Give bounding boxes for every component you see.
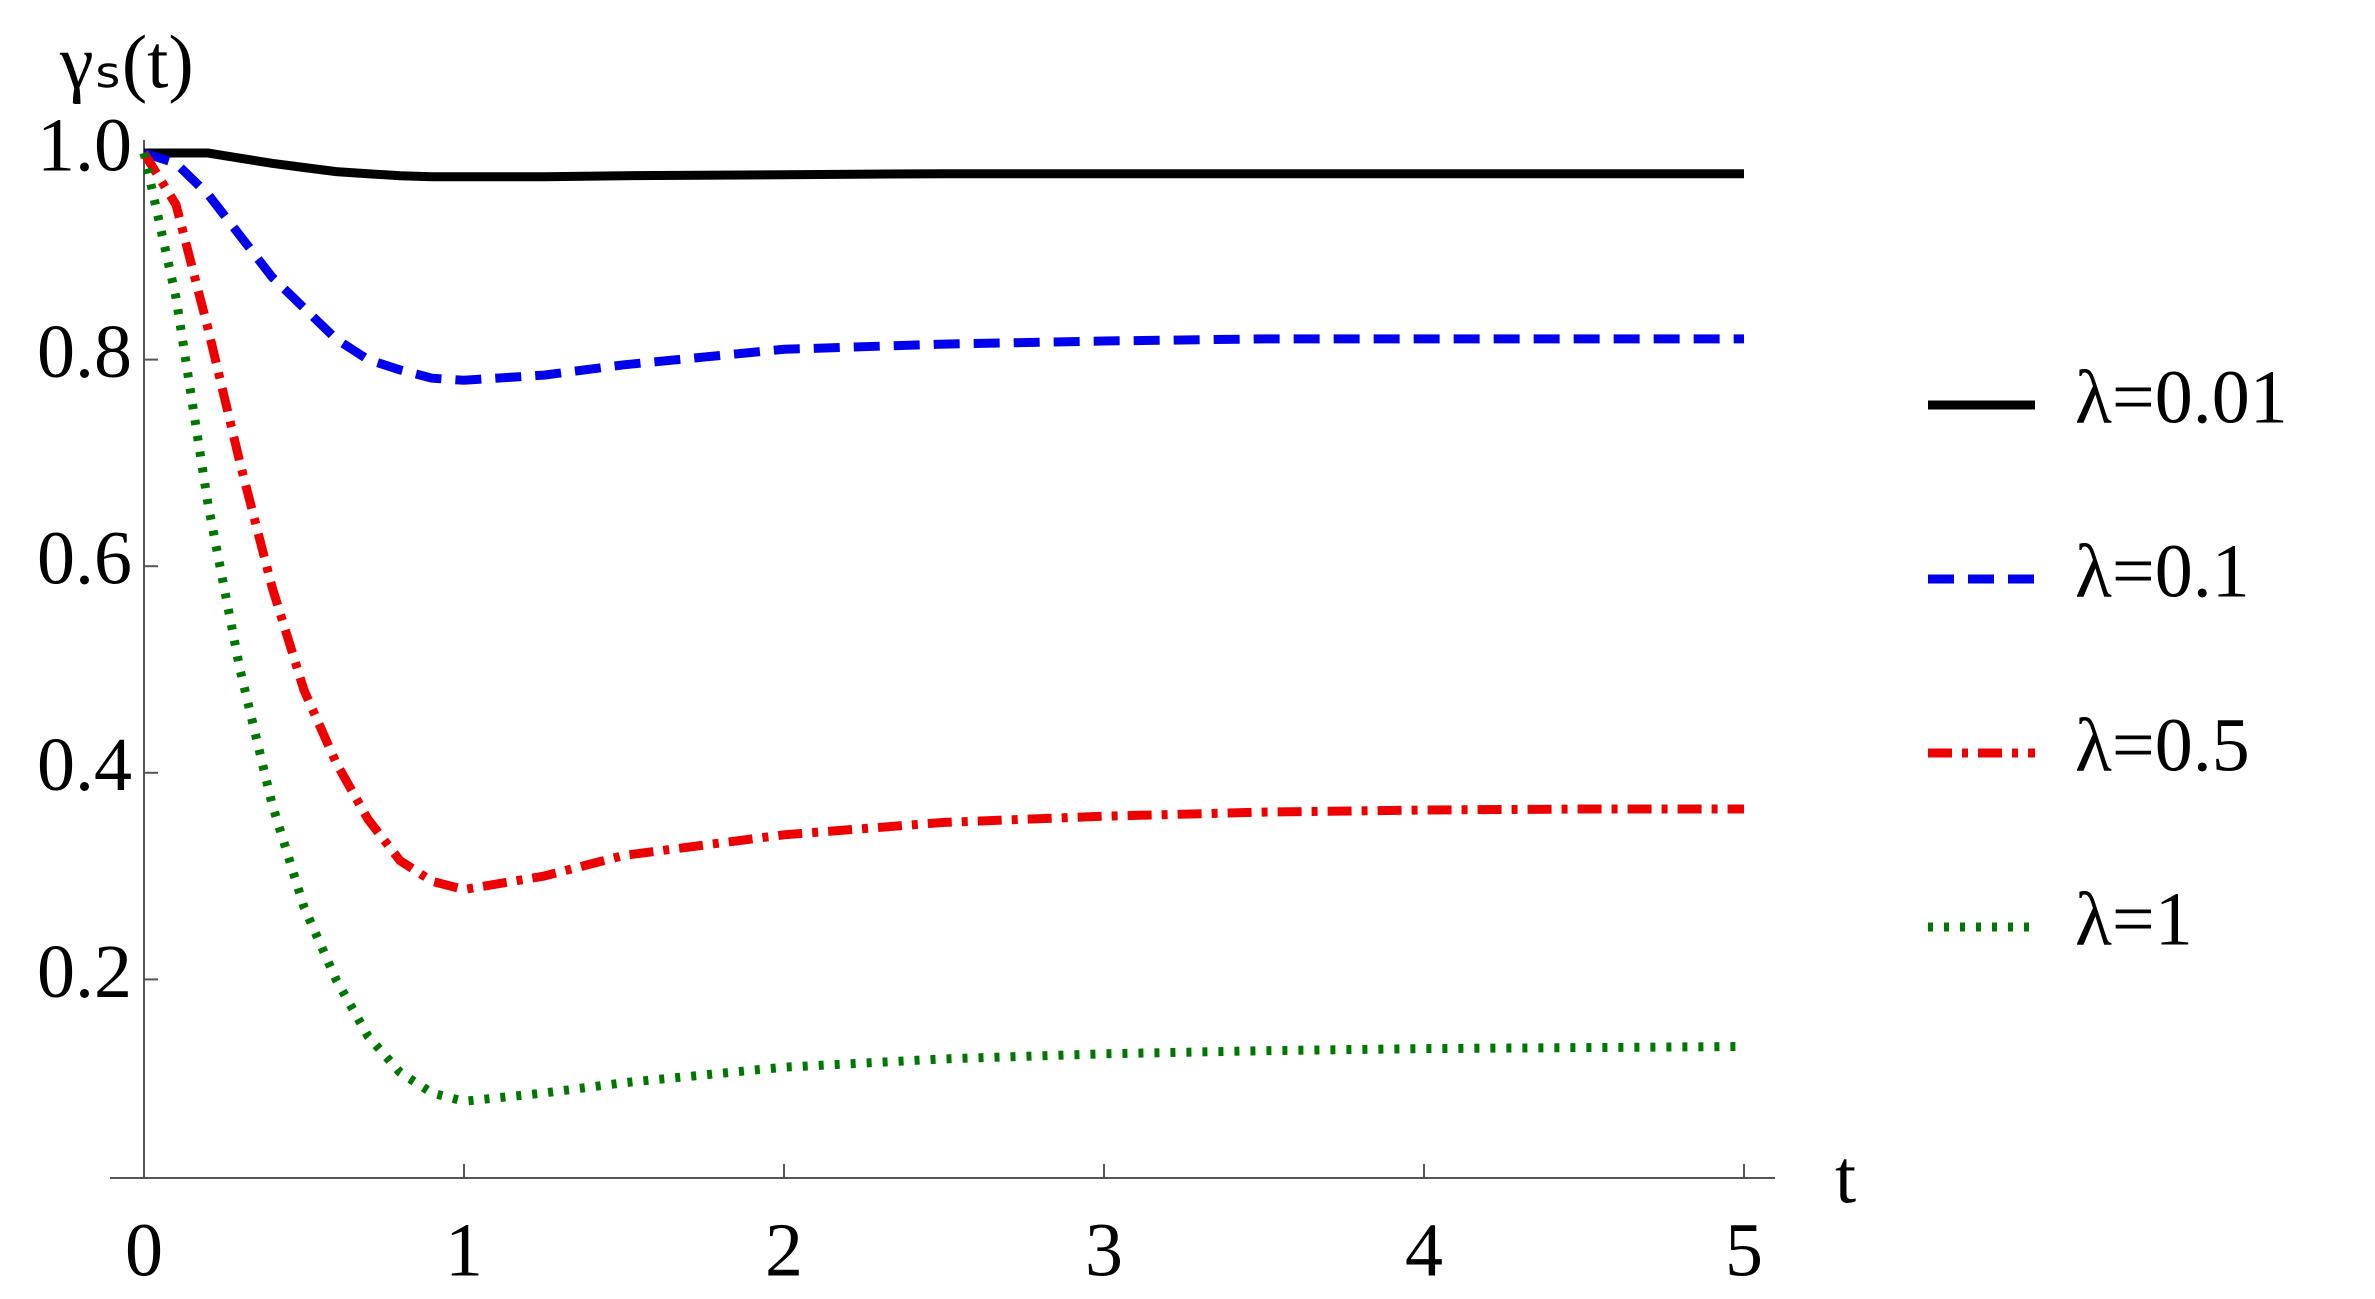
series-line (144, 148, 1744, 182)
x-tick-label: 3 (1085, 1208, 1123, 1292)
legend-label: λ=1 (2075, 877, 2193, 961)
x-axis-label: t (1835, 1135, 1856, 1219)
x-tick-label: 1 (445, 1208, 483, 1292)
series-line (139, 152, 1745, 1106)
y-tick-label: 0.8 (37, 310, 132, 394)
y-tick-label: 0.6 (37, 517, 132, 601)
series-line (142, 148, 1744, 385)
y-tick-label: 0.2 (37, 930, 132, 1014)
legend-label: λ=0.01 (2075, 355, 2288, 439)
y-tick-label: 1.0 (37, 103, 132, 187)
x-tick-label: 0 (125, 1208, 163, 1292)
x-tick-label: 2 (765, 1208, 803, 1292)
series-line (140, 150, 1744, 895)
legend-label: λ=0.5 (2075, 703, 2250, 787)
x-tick-label: 4 (1405, 1208, 1443, 1292)
y-axis-label: γₛ(t) (59, 20, 194, 104)
x-tick-label: 5 (1725, 1208, 1763, 1292)
legend-label: λ=0.1 (2075, 529, 2250, 613)
y-tick-label: 0.4 (37, 723, 132, 807)
